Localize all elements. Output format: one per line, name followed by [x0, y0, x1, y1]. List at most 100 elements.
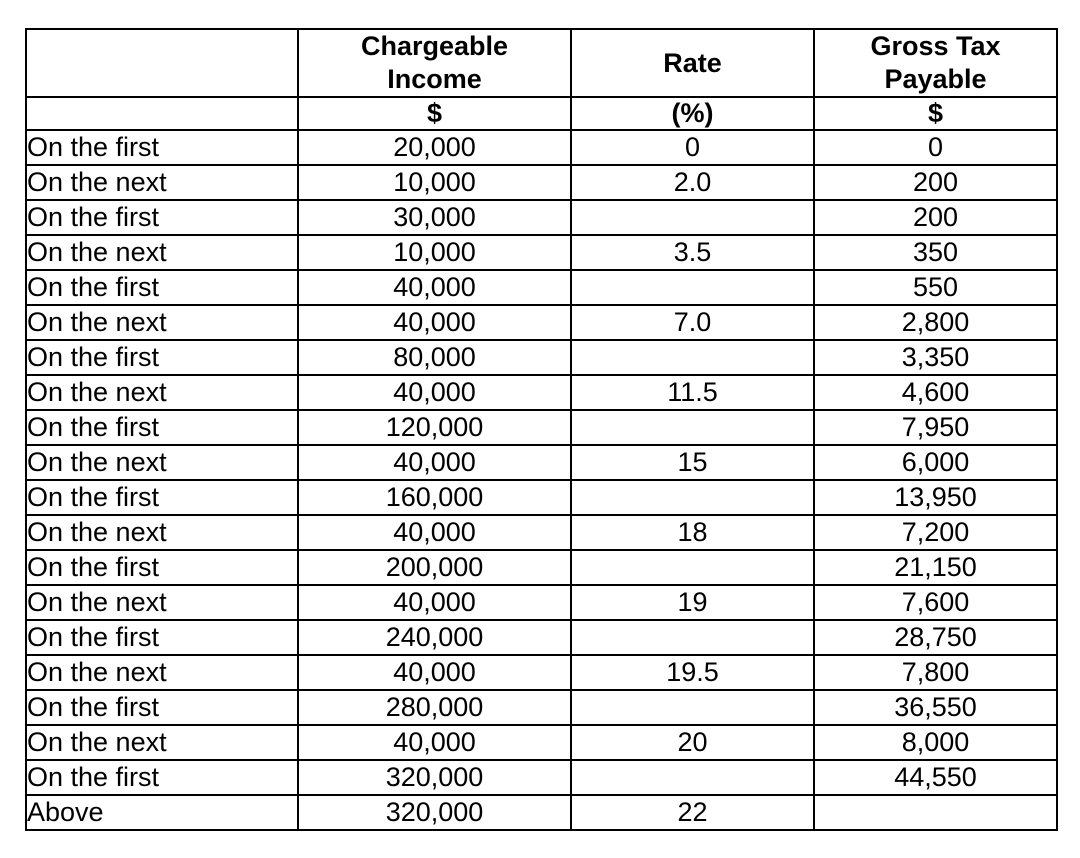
row-label-cell: On the next — [25, 584, 299, 621]
rate-cell: 3.5 — [570, 234, 815, 271]
income-cell: 320,000 — [297, 759, 572, 796]
tax-cell: 550 — [813, 269, 1058, 306]
rate-cell — [570, 549, 815, 586]
income-cell: 160,000 — [297, 479, 572, 516]
row-label-cell: On the first — [25, 339, 299, 376]
table-row: On the next 40,000 7.0 2,800 — [25, 304, 1058, 341]
table-body: On the first 20,000 0 0 On the next 10,000 2.0… — [25, 129, 1058, 831]
tax-cell: 2,800 — [813, 304, 1058, 341]
tax-cell: 28,750 — [813, 619, 1058, 656]
row-label-cell: On the next — [25, 654, 299, 691]
tax-cell: 7,200 — [813, 514, 1058, 551]
header-blank-cell — [25, 28, 299, 98]
income-cell: 40,000 — [297, 374, 572, 411]
tax-cell: 44,550 — [813, 759, 1058, 796]
row-label-cell: On the first — [25, 479, 299, 516]
header-gross-tax-payable: Gross Tax Payable — [813, 28, 1058, 98]
row-label-cell: On the next — [25, 164, 299, 201]
header-row-units: $ (%) $ — [25, 96, 1058, 131]
income-cell: 40,000 — [297, 654, 572, 691]
tax-cell: 200 — [813, 199, 1058, 236]
table-row: On the first 80,000 3,350 — [25, 339, 1058, 376]
row-label-cell: Above — [25, 794, 299, 831]
income-cell: 40,000 — [297, 514, 572, 551]
row-label-cell: On the next — [25, 444, 299, 481]
table-row: On the first 120,000 7,950 — [25, 409, 1058, 446]
row-label-cell: On the first — [25, 759, 299, 796]
rate-cell: 20 — [570, 724, 815, 761]
row-label-cell: On the first — [25, 549, 299, 586]
income-cell: 200,000 — [297, 549, 572, 586]
tax-cell: 36,550 — [813, 689, 1058, 726]
table-row: On the next 40,000 20 8,000 — [25, 724, 1058, 761]
header-gross-tax-line2: Payable — [884, 64, 987, 94]
tax-cell: 6,000 — [813, 444, 1058, 481]
row-label-cell: On the first — [25, 619, 299, 656]
row-label-cell: On the next — [25, 514, 299, 551]
income-cell: 30,000 — [297, 199, 572, 236]
tax-cell: 21,150 — [813, 549, 1058, 586]
rate-cell: 2.0 — [570, 164, 815, 201]
row-label-cell: On the first — [25, 199, 299, 236]
row-label-cell: On the first — [25, 409, 299, 446]
header-chargeable-income-line2: Income — [387, 64, 482, 94]
income-cell: 20,000 — [297, 129, 572, 166]
row-label-cell: On the first — [25, 689, 299, 726]
rate-cell — [570, 759, 815, 796]
tax-cell: 7,950 — [813, 409, 1058, 446]
table-row: On the first 200,000 21,150 — [25, 549, 1058, 586]
tax-cell: 13,950 — [813, 479, 1058, 516]
income-cell: 40,000 — [297, 304, 572, 341]
row-label-cell: On the next — [25, 304, 299, 341]
table-row: On the next 40,000 19 7,600 — [25, 584, 1058, 621]
table-row: On the first 240,000 28,750 — [25, 619, 1058, 656]
rate-cell — [570, 339, 815, 376]
rate-cell: 11.5 — [570, 374, 815, 411]
tax-cell: 7,600 — [813, 584, 1058, 621]
rate-cell: 18 — [570, 514, 815, 551]
table-row: On the next 10,000 3.5 350 — [25, 234, 1058, 271]
tax-cell: 0 — [813, 129, 1058, 166]
income-cell: 40,000 — [297, 444, 572, 481]
table-row: Above 320,000 22 — [25, 794, 1058, 831]
table-row: On the next 40,000 11.5 4,600 — [25, 374, 1058, 411]
table-row: On the next 40,000 18 7,200 — [25, 514, 1058, 551]
header-gross-tax-line1: Gross Tax — [870, 31, 1001, 61]
header-row-titles: Chargeable Income Rate Gross Tax Payable — [25, 28, 1058, 98]
income-cell: 10,000 — [297, 234, 572, 271]
tax-cell — [813, 794, 1058, 831]
unit-rate-percent: (%) — [570, 96, 815, 131]
unit-income-dollar: $ — [297, 96, 572, 131]
unit-tax-dollar: $ — [813, 96, 1058, 131]
table-row: On the first 20,000 0 0 — [25, 129, 1058, 166]
row-label-cell: On the next — [25, 374, 299, 411]
table-row: On the first 280,000 36,550 — [25, 689, 1058, 726]
tax-cell: 3,350 — [813, 339, 1058, 376]
income-cell: 80,000 — [297, 339, 572, 376]
rate-cell — [570, 409, 815, 446]
header-rate: Rate — [570, 28, 815, 98]
tax-cell: 350 — [813, 234, 1058, 271]
table-row: On the next 40,000 19.5 7,800 — [25, 654, 1058, 691]
tax-rate-table: Chargeable Income Rate Gross Tax Payable… — [25, 28, 1058, 831]
rate-cell — [570, 269, 815, 306]
income-cell: 40,000 — [297, 724, 572, 761]
rate-cell — [570, 199, 815, 236]
table-row: On the first 30,000 200 — [25, 199, 1058, 236]
table-row: On the first 320,000 44,550 — [25, 759, 1058, 796]
unit-blank-cell — [25, 96, 299, 131]
table-row: On the first 40,000 550 — [25, 269, 1058, 306]
income-cell: 240,000 — [297, 619, 572, 656]
header-chargeable-income: Chargeable Income — [297, 28, 572, 98]
rate-cell — [570, 689, 815, 726]
income-cell: 120,000 — [297, 409, 572, 446]
table-row: On the next 40,000 15 6,000 — [25, 444, 1058, 481]
income-cell: 40,000 — [297, 584, 572, 621]
table-row: On the first 160,000 13,950 — [25, 479, 1058, 516]
rate-cell — [570, 619, 815, 656]
table-row: On the next 10,000 2.0 200 — [25, 164, 1058, 201]
tax-cell: 8,000 — [813, 724, 1058, 761]
income-cell: 320,000 — [297, 794, 572, 831]
income-cell: 40,000 — [297, 269, 572, 306]
